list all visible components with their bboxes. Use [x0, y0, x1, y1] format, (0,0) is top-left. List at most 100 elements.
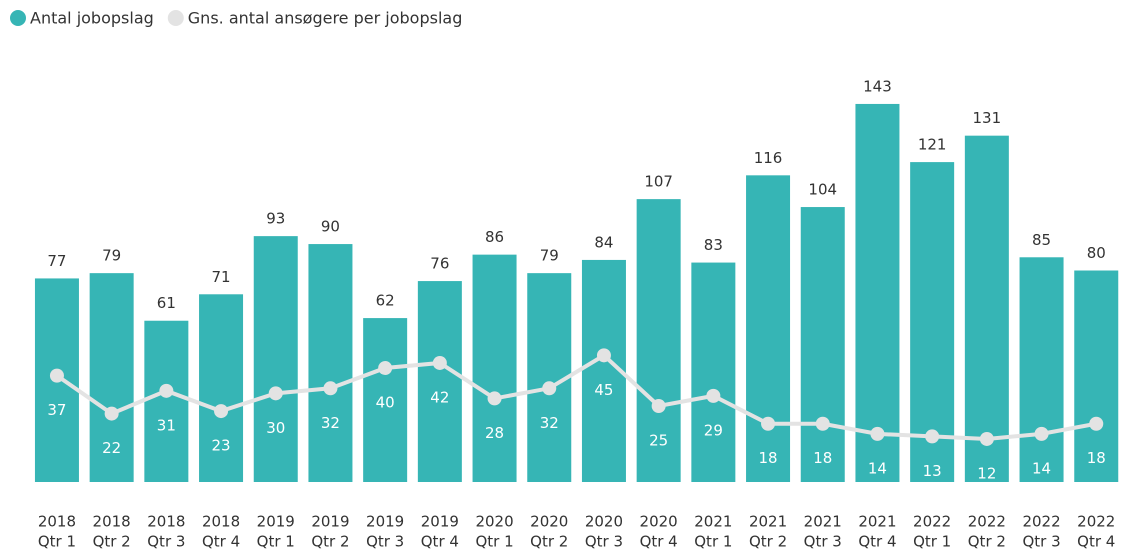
- x-tick-label: 2020: [640, 513, 678, 531]
- bar-label: 85: [1032, 231, 1051, 249]
- x-tick-label: Qtr 2: [530, 533, 568, 550]
- bar-label: 77: [47, 252, 66, 270]
- line-label: 37: [47, 401, 66, 419]
- bar: [199, 294, 244, 482]
- line-label: 31: [157, 416, 176, 434]
- x-tick-label: Qtr 1: [475, 533, 513, 550]
- x-tick-label: 2022: [913, 513, 951, 531]
- x-tick-label: 2019: [257, 513, 295, 531]
- line-marker: [1089, 416, 1104, 431]
- bar: [472, 254, 517, 482]
- line-label: 18: [813, 449, 832, 467]
- bar-label: 121: [918, 136, 947, 154]
- line-marker: [651, 399, 666, 414]
- x-tick-label: 2018: [147, 513, 185, 531]
- line-marker: [487, 391, 502, 406]
- line-label: 18: [759, 449, 778, 467]
- x-tick-label: Qtr 3: [147, 533, 185, 550]
- bar-label: 71: [212, 268, 231, 286]
- line-marker: [323, 381, 338, 396]
- bar-label: 116: [754, 149, 783, 167]
- line-marker: [761, 416, 776, 431]
- line-label: 14: [868, 459, 887, 477]
- bar: [1019, 257, 1064, 482]
- line-marker: [268, 386, 283, 401]
- legend-label: Antal jobopslag: [30, 9, 154, 28]
- bar: [308, 244, 353, 482]
- bar: [417, 281, 462, 482]
- x-tick-label: Qtr 3: [585, 533, 623, 550]
- line-label: 23: [212, 437, 231, 455]
- x-tick-label: Qtr 4: [421, 533, 459, 550]
- bar-label: 84: [594, 233, 613, 251]
- line-label: 25: [649, 432, 668, 450]
- bar: [363, 318, 408, 482]
- line-label: 40: [376, 394, 395, 412]
- line-label: 30: [266, 419, 285, 437]
- line-marker: [925, 429, 940, 444]
- x-tick-label: 2021: [749, 513, 787, 531]
- x-tick-label: 2019: [311, 513, 349, 531]
- x-tick-label: 2021: [694, 513, 732, 531]
- bar-label: 62: [376, 292, 395, 310]
- line-marker: [432, 355, 447, 370]
- bar-label: 90: [321, 218, 340, 236]
- x-tick-label: 2019: [421, 513, 459, 531]
- line-marker: [104, 406, 119, 421]
- bar-label: 79: [102, 247, 121, 265]
- bar: [964, 135, 1009, 482]
- bar-label: 86: [485, 228, 504, 246]
- x-tick-label: Qtr 2: [311, 533, 349, 550]
- bar-label: 61: [157, 294, 176, 312]
- line-marker: [1034, 426, 1049, 441]
- line-marker: [596, 348, 611, 363]
- bar: [636, 199, 681, 482]
- x-tick-label: 2021: [804, 513, 842, 531]
- bar-label: 80: [1087, 244, 1106, 262]
- x-tick-label: Qtr 4: [1077, 533, 1115, 550]
- line-marker: [542, 381, 557, 396]
- x-tick-label: 2020: [585, 513, 623, 531]
- bar-label: 76: [430, 255, 449, 273]
- x-tick-label: Qtr 3: [366, 533, 404, 550]
- x-tick-label: 2018: [202, 513, 240, 531]
- x-tick-label: 2021: [858, 513, 896, 531]
- bar: [691, 262, 736, 482]
- x-tick-label: 2018: [93, 513, 131, 531]
- line-label: 13: [923, 462, 942, 480]
- line-label: 22: [102, 439, 121, 457]
- line: [55, 352, 1097, 441]
- line-marker: [159, 383, 174, 398]
- bar: [1074, 270, 1119, 482]
- x-tick-label: 2020: [475, 513, 513, 531]
- line-marker: [706, 388, 721, 403]
- x-tick-label: Qtr 2: [749, 533, 787, 550]
- line-label: 42: [430, 388, 449, 406]
- bar: [800, 207, 845, 483]
- bar-label: 93: [266, 210, 285, 228]
- x-tick-label: Qtr 2: [968, 533, 1006, 550]
- bar: [89, 273, 134, 482]
- x-tick-label: 2022: [1077, 513, 1115, 531]
- legend-label: Gns. antal ansøgere per jobopslag: [188, 9, 463, 28]
- line-label: 18: [1087, 449, 1106, 467]
- x-tick-label: 2020: [530, 513, 568, 531]
- bar-label: 107: [644, 173, 673, 191]
- x-tick-label: 2022: [968, 513, 1006, 531]
- x-tick-label: 2019: [366, 513, 404, 531]
- bar: [144, 320, 189, 482]
- x-tick-label: Qtr 4: [858, 533, 896, 550]
- x-tick-label: 2018: [38, 513, 76, 531]
- line-label: 29: [704, 421, 723, 439]
- x-tick-label: Qtr 1: [38, 533, 76, 550]
- x-tick-label: Qtr 2: [93, 533, 131, 550]
- line-marker: [870, 426, 885, 441]
- x-tick-label: Qtr 3: [1022, 533, 1060, 550]
- line-label: 12: [977, 464, 996, 482]
- line-marker: [49, 368, 64, 383]
- line-label: 28: [485, 424, 504, 442]
- bar: [910, 162, 955, 482]
- line-label: 32: [540, 414, 559, 432]
- bar-label: 143: [863, 77, 892, 95]
